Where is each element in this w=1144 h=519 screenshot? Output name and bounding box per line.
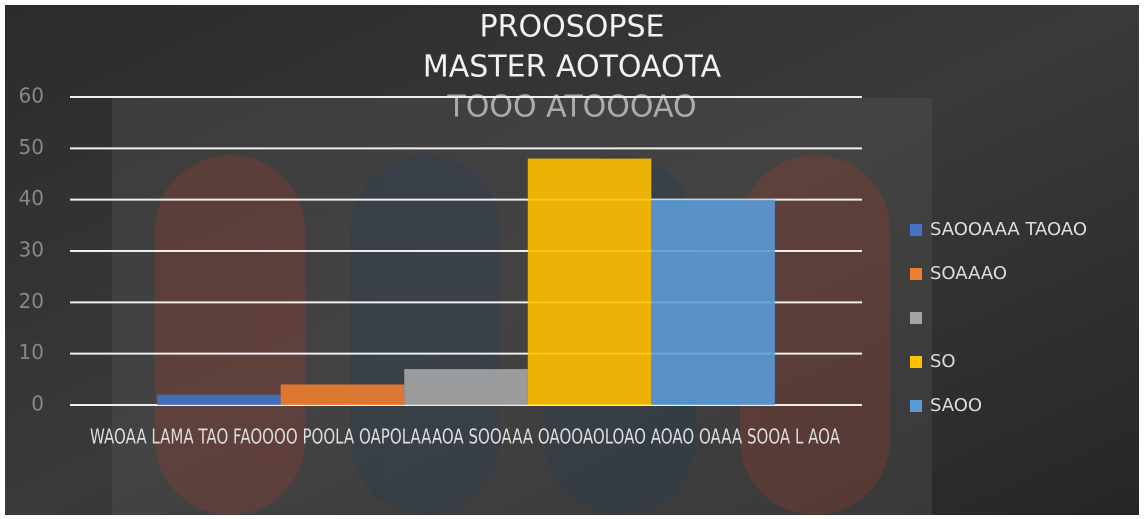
- legend-label: SAOOAAA TAOAO: [930, 219, 1087, 240]
- legend-swatch: [910, 356, 922, 368]
- bar: [404, 369, 528, 405]
- legend-swatch: [910, 312, 922, 324]
- legend-label: SAOO: [930, 395, 982, 416]
- legend-swatch: [910, 224, 922, 236]
- bar: [651, 199, 775, 405]
- watermark-shape: [350, 155, 500, 515]
- chart-title: MASTER AOTOAOTA: [423, 50, 722, 85]
- legend-label: SOAAAO: [930, 263, 1007, 284]
- y-tick-label: 10: [19, 340, 44, 364]
- bar: [157, 394, 281, 405]
- x-tick-label: WAOAA LAMA TAO FAOOOO POOLA OAPOLAAAOA S…: [90, 425, 840, 449]
- bar: [527, 158, 652, 405]
- legend-swatch: [910, 268, 922, 280]
- y-tick-label: 40: [19, 186, 44, 210]
- bar: [280, 384, 405, 405]
- y-tick-label: 50: [19, 135, 44, 159]
- y-tick-label: 0: [31, 392, 44, 416]
- y-tick-label: 60: [19, 84, 44, 108]
- chart-title: PROOSOPSE: [480, 10, 665, 45]
- y-tick-label: 20: [19, 289, 44, 313]
- watermark-shape: [155, 155, 305, 515]
- chart-title: TOOO ATOOOAO: [446, 90, 696, 125]
- plot-panel: [112, 98, 932, 515]
- legend-label: SO: [930, 351, 956, 372]
- legend-swatch: [910, 400, 922, 412]
- watermark-shape: [740, 155, 890, 515]
- y-tick-label: 30: [19, 238, 44, 262]
